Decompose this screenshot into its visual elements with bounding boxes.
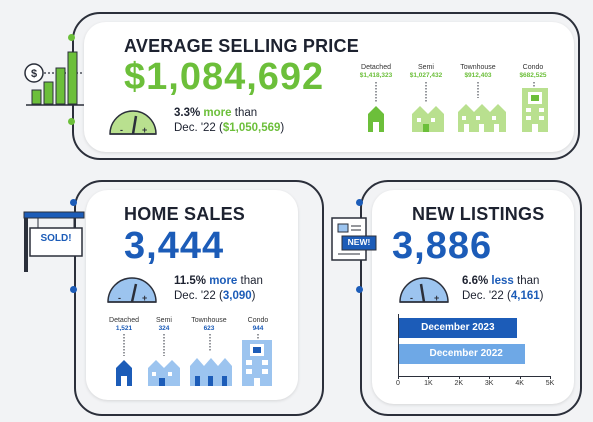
avg-type-value: $682,525 [519,72,547,79]
chart-tick-mark [428,376,430,379]
sales-type-value: 623 [203,325,215,332]
sold-sign-label: SOLD! [40,233,72,244]
chart-bar [399,344,526,364]
avg-type-label: Condo [522,64,544,71]
gauge-icon: - + [107,277,157,303]
sales-type-label: Townhouse [191,317,227,324]
condo-icon [242,340,272,386]
svg-text:+: + [142,293,147,303]
chart-tick-mark [489,376,491,379]
avg-type-value: $1,418,323 [359,72,393,79]
listings-bar-chart: December 2023 December 2022 0 1K 2K 3K 4K 5K [396,314,554,398]
sales-prev-prefix: Dec. '22 ( [174,290,223,302]
sales-value: 3,444 [124,225,225,267]
listings-prev-suffix: ) [539,290,544,302]
sales-house-icons [116,334,272,386]
detached-house-icon [368,106,384,132]
svg-text:-: - [118,293,121,303]
avg-title: AVERAGE SELLING PRICE [124,36,359,56]
listings-prev-value: 4,161 [510,290,540,302]
connector-dot [70,199,77,206]
sales-change-word: more [209,275,238,287]
avg-type-label: Semi [418,64,434,71]
chart-tick-label: 2K [454,380,464,387]
gauge-icon: - + [399,277,449,303]
sales-card-outline [74,180,324,416]
sales-type-label: Condo [247,317,269,324]
svg-text:-: - [120,125,123,135]
chart-tick-mark [550,376,551,379]
connector-dot [68,118,75,125]
connector-dot [68,34,75,41]
sales-title: HOME SALES [124,204,246,224]
connector-dot [356,199,363,206]
avg-prev-value: $1,050,569 [222,122,281,134]
avg-prev-suffix: ) [280,122,285,134]
listings-value: 3,886 [392,225,493,267]
growth-chart-icon: $ [24,51,84,106]
chart-tick-label: 4K [515,380,524,387]
sales-type-value: 1,521 [115,325,133,332]
listings-change-word: less [491,275,514,287]
gauge-icon: - + [109,110,157,135]
svg-text:$: $ [31,68,37,80]
avg-value: $1,084,692 [124,56,325,98]
sales-type-value: 944 [252,325,264,332]
semi-house-icon [148,360,180,386]
chart-axis-line [398,376,550,377]
detached-house-icon [116,360,132,386]
avg-change-pct: 3.3% [174,107,201,119]
sales-prev-value: 3,090 [222,290,252,302]
chart-tick-mark [398,376,399,379]
sales-than: than [240,275,263,287]
avg-type-value: $1,027,432 [409,72,443,79]
chart-tick-mark [458,376,460,379]
sales-type-value: 324 [158,325,170,332]
avg-prev-prefix: Dec. '22 ( [174,122,223,134]
svg-text:+: + [434,293,439,303]
svg-text:-: - [410,293,413,303]
listings-change-pct: 6.6% [462,275,489,287]
svg-text:+: + [142,125,147,135]
sales-change-pct: 11.5% [174,275,206,287]
sales-prev-suffix: ) [251,290,256,302]
avg-type-label: Detached [361,64,391,71]
chart-bar-label: December 2023 [421,322,495,333]
listings-prev-prefix: Dec. '22 ( [462,290,511,302]
avg-type-value: $912,403 [464,72,492,79]
semi-house-icon [412,106,444,132]
chart-bar [399,318,518,338]
avg-than: than [234,107,258,119]
chart-bar-label: December 2022 [429,348,503,359]
chart-tick-mark [519,376,521,379]
avg-house-icons [368,82,548,132]
condo-icon [522,88,548,132]
listings-than: than [517,275,540,287]
chart-tick-label: 0 [396,380,400,387]
townhouse-icon [190,358,232,386]
listings-comparison: 6.6% less than Dec. '22 (4,161) [462,274,543,304]
listings-card-outline [360,180,582,416]
avg-type-label: Townhouse [460,64,496,71]
connector-dot [70,286,77,293]
sales-type-label: Detached [109,317,139,324]
listings-title: NEW LISTINGS [412,204,545,224]
sales-type-label: Semi [156,317,172,324]
chart-tick-label: 1K [424,380,433,387]
avg-change-word: more [203,107,232,119]
chart-tick-label: 3K [484,380,494,387]
chart-tick-label: 5K [545,380,555,387]
new-listing-label: NEW! [347,237,371,247]
sold-sign-icon [23,211,85,272]
new-listing-icon [331,217,377,261]
chart-axis-line [398,314,399,376]
connector-dot [356,286,363,293]
townhouse-icon [458,104,506,132]
sales-comparison: 11.5% more than Dec. '22 (3,090) [174,274,263,304]
avg-comparison: 3.3% more than Dec. '22 ($1,050,569) [174,106,284,136]
